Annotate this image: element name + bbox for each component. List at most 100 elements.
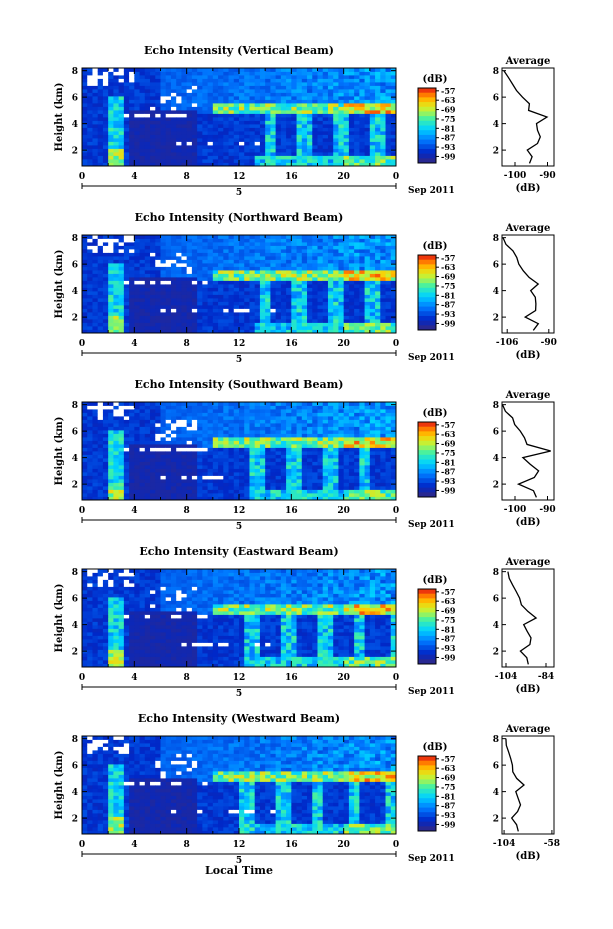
heatmap-cell [286,287,292,292]
heatmap-cell [197,465,203,469]
heatmap-cell [270,280,277,285]
heatmap-cell [92,426,99,431]
heatmap-cell [176,148,182,153]
heatmap-cell [186,284,193,288]
heatmap-cell [139,319,146,323]
heatmap-cell [123,117,130,121]
heatmap-cell [296,78,303,83]
heatmap-cell [265,479,271,483]
heatmap-cell [364,113,371,118]
heatmap-cell [92,159,99,163]
heatmap-cell [82,106,88,111]
heatmap-cell [176,315,182,320]
heatmap-cell [333,252,339,257]
heatmap-cell [239,71,245,76]
heatmap-cell [134,110,140,114]
heatmap-cell [176,294,182,299]
heatmap-cell [322,138,329,142]
heatmap-cell [82,85,88,90]
heatmap-cell [134,162,140,167]
heatmap-cell [239,433,245,438]
heatmap-cell [218,159,224,163]
heatmap-cell [322,437,329,441]
heatmap-cell [369,252,376,257]
heatmap-cell [102,277,109,281]
heatmap-cell [254,78,261,83]
heatmap-cell [354,256,360,260]
heatmap-cell [301,124,308,128]
heatmap-cell [155,291,161,295]
heatmap-cell [155,89,161,93]
heatmap-cell [87,447,93,452]
heatmap-cell [296,238,303,243]
heatmap-cell [123,263,130,267]
heatmap-cell [113,256,120,260]
heatmap-cell [186,124,193,128]
heatmap-cell [385,71,392,76]
heatmap-cell [322,496,329,501]
heatmap-cell [108,134,114,139]
heatmap-cell [375,294,381,299]
heatmap-cell [150,496,156,501]
heatmap-cell [207,319,214,323]
heatmap-cell [202,284,208,288]
heatmap-cell [228,308,235,313]
heatmap-cell [123,312,130,316]
heatmap-cell [165,298,172,302]
heatmap-cell [343,465,350,469]
heatmap-cell [254,308,261,313]
heatmap-cell [186,159,193,163]
heatmap-cell [244,277,250,281]
heatmap-cell [307,71,313,76]
heatmap-cell [354,291,360,295]
heatmap-cell [385,312,392,316]
heatmap-cell [212,273,219,278]
heatmap-cell [385,305,392,309]
heatmap-cell [275,127,282,132]
heatmap-cell [322,113,329,118]
heatmap-cell [270,305,277,309]
heatmap-cell [92,162,99,167]
heatmap-cell [249,479,256,483]
heatmap-cell [333,103,339,107]
heatmap-cell [191,444,198,448]
heatmap-cell [317,103,324,107]
heatmap-cell [343,284,350,288]
heatmap-cell [165,489,172,494]
heatmap-cell [343,454,350,459]
heatmap-cell [134,312,140,316]
heatmap-cell [197,96,203,100]
heatmap-cell [197,284,203,288]
heatmap-cell [333,280,339,285]
heatmap-cell [150,273,156,278]
heatmap-cell [270,145,277,149]
heatmap-cell [265,242,271,246]
heatmap-cell [197,89,203,93]
heatmap-cell [97,479,104,483]
heatmap-cell [202,124,208,128]
heatmap-cell [102,131,109,135]
heatmap-cell [301,482,308,487]
heatmap-cell [239,78,245,83]
heatmap-cell [369,305,376,309]
heatmap-cell [108,496,114,501]
heatmap-cell [228,294,235,299]
heatmap-cell [144,270,151,274]
heatmap-cell [176,117,182,121]
heatmap-cell [150,82,156,86]
heatmap-cell [228,134,235,139]
heatmap-cell [102,447,109,452]
heatmap-cell [348,152,355,156]
heatmap-cell [129,308,135,313]
heatmap-cell [307,152,313,156]
heatmap-cell [191,409,198,413]
heatmap-cell [338,312,345,316]
heatmap-cell [97,99,104,104]
heatmap-cell [291,322,297,327]
heatmap-cell [312,301,318,306]
heatmap-cell [191,96,198,100]
heatmap-cell [186,430,193,434]
heatmap-cell [354,266,360,271]
heatmap-cell [343,263,350,267]
heatmap-cell [327,308,334,313]
